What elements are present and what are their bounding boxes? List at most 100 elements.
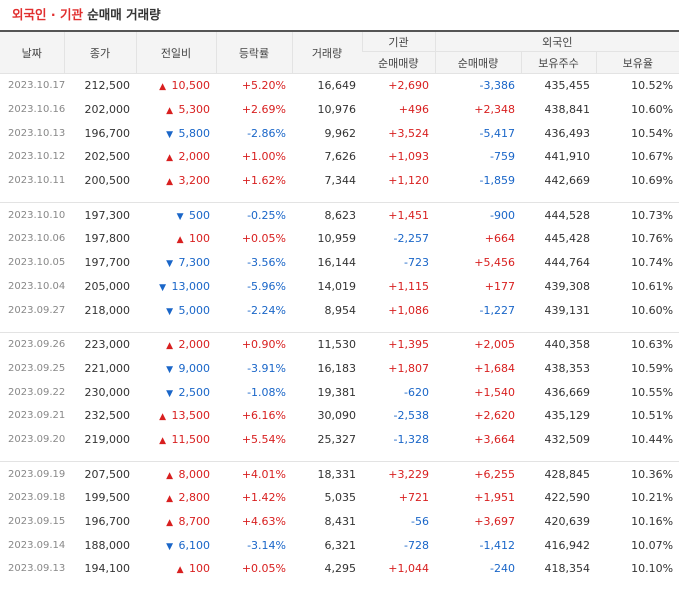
foreign-hold-cell: 436,669 [544,385,591,399]
group-divider [0,192,679,204]
foreign-net-cell: -1,412 [479,538,515,552]
header-close: 종가 [63,30,136,74]
foreign-ratio-cell: 10.61% [631,279,674,293]
table-row: 2023.09.18 199,500 ▲ 2,800 +1.42% 5,035 +721 +… [0,486,679,510]
foreign-net-cell: -3,386 [479,79,515,93]
foreign-hold-cell: 439,131 [544,303,591,317]
rate-cell: +0.05% [241,562,286,576]
group-divider [0,321,679,333]
close-cell: 223,000 [84,338,131,352]
change-cell: ▼ 2,500 [136,380,216,404]
table-row: 2023.10.04 205,000 ▼ 13,000 -5.96% 14,019 +1,… [0,275,679,299]
rate-cell: +2.69% [241,103,286,117]
change-value: 2,800 [178,491,211,505]
foreign-ratio-cell: 10.07% [631,538,674,552]
close-cell: 212,500 [84,79,131,93]
table-row: 2023.10.05 197,700 ▼ 7,300 -3.56% 16,144 -723… [0,251,679,275]
volume-cell: 7,344 [324,174,357,188]
foreign-ratio-cell: 10.73% [631,208,674,222]
title-volume-label: 순매매 거래량 [82,7,161,22]
date-cell: 2023.09.20 [8,433,66,445]
rate-cell: -3.14% [247,538,286,552]
change-cell: ▲ 100 [136,557,216,581]
foreign-ratio-cell: 10.74% [631,256,674,270]
change-value: 9,000 [178,361,211,375]
close-cell: 218,000 [84,303,131,317]
up-triangle-icon: ▲ [166,106,173,117]
change-cell: ▼ 6,100 [136,533,216,557]
volume-cell: 9,962 [324,126,357,140]
rate-cell: +0.90% [241,338,286,352]
date-cell: 2023.10.06 [8,233,66,245]
change-cell: ▼ 7,300 [136,251,216,275]
change-cell: ▼ 5,800 [136,121,216,145]
volume-cell: 10,959 [317,232,357,246]
change-value: 500 [189,208,210,222]
table-row: 2023.09.27 218,000 ▼ 5,000 -2.24% 8,954 +1,08… [0,298,679,322]
foreign-net-cell: +1,684 [474,361,515,375]
close-cell: 197,300 [84,208,131,222]
close-cell: 197,700 [84,256,131,270]
volume-cell: 5,035 [324,491,357,505]
rate-cell: +5.54% [241,432,286,446]
inst-net-cell: -723 [404,256,429,270]
volume-cell: 11,530 [317,338,357,352]
foreign-hold-cell: 444,528 [544,208,591,222]
inst-net-cell: +1,807 [388,361,429,375]
foreign-ratio-cell: 10.60% [631,103,674,117]
close-cell: 232,500 [84,409,131,423]
foreign-net-cell: -240 [490,562,515,576]
change-cell: ▼ 500 [136,203,216,227]
foreign-hold-cell: 438,841 [544,103,591,117]
foreign-hold-cell: 416,942 [544,538,591,552]
change-cell: ▼ 9,000 [136,357,216,381]
table-row: 2023.09.14 188,000 ▼ 6,100 -3.14% 6,321 -728 -… [0,533,679,557]
foreign-ratio-cell: 10.21% [631,491,674,505]
down-triangle-icon: ▼ [166,259,173,270]
foreign-net-cell: +1,951 [474,491,515,505]
foreign-hold-cell: 418,354 [544,562,591,576]
date-cell: 2023.09.18 [8,492,66,504]
date-cell: 2023.10.11 [8,175,66,187]
header-foreign-hold: 보유주수 [520,51,596,74]
rate-cell: +5.20% [241,79,286,93]
header-volume: 거래량 [291,30,362,74]
rate-cell: -3.56% [247,256,286,270]
volume-cell: 19,381 [317,385,357,399]
close-cell: 200,500 [84,174,131,188]
close-cell: 207,500 [84,467,131,481]
table-row: 2023.09.25 221,000 ▼ 9,000 -3.91% 16,183 +1,8… [0,357,679,381]
foreign-hold-cell: 436,493 [544,126,591,140]
foreign-net-cell: +177 [484,279,515,293]
date-cell: 2023.09.22 [8,386,66,398]
volume-cell: 4,295 [324,562,357,576]
table-row: 2023.09.22 230,000 ▼ 2,500 -1.08% 19,381 -620… [0,380,679,404]
date-cell: 2023.10.10 [8,209,66,221]
rate-cell: +1.00% [241,150,286,164]
header-foreign-net: 순매매량 [434,51,521,74]
inst-net-cell: +1,120 [388,174,429,188]
volume-cell: 8,623 [324,208,357,222]
volume-cell: 16,649 [317,79,357,93]
group-divider [0,451,679,463]
foreign-net-cell: -1,227 [479,303,515,317]
foreign-net-cell: +1,540 [474,385,515,399]
foreign-ratio-cell: 10.63% [631,338,674,352]
change-value: 13,500 [171,409,211,423]
inst-net-cell: -728 [404,538,429,552]
change-value: 2,000 [178,338,211,352]
date-cell: 2023.09.19 [8,468,66,480]
inst-net-cell: +1,395 [388,338,429,352]
foreign-hold-cell: 422,590 [544,491,591,505]
inst-net-cell: -620 [404,385,429,399]
foreign-ratio-cell: 10.54% [631,126,674,140]
change-cell: ▲ 10,500 [136,74,216,98]
volume-cell: 25,327 [317,432,357,446]
volume-cell: 30,090 [317,409,357,423]
close-cell: 199,500 [84,491,131,505]
foreign-ratio-cell: 10.55% [631,385,674,399]
up-triangle-icon: ▲ [176,235,184,246]
foreign-hold-cell: 435,129 [544,409,591,423]
change-value: 10,500 [171,79,211,93]
change-value: 11,500 [171,432,211,446]
